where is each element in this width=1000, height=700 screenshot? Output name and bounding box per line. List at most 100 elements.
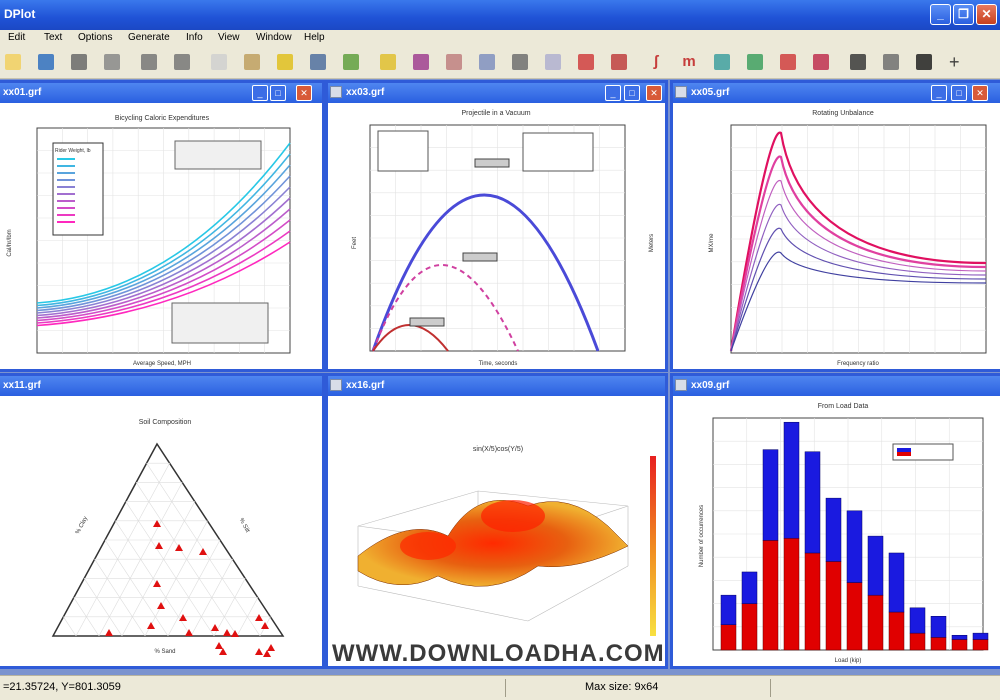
chart-rotating-unbalance: Rotating Unbalance Frequency ratio MX/me	[709, 110, 987, 367]
chart-icon[interactable]	[777, 51, 799, 73]
help-pointer-icon[interactable]	[913, 51, 935, 73]
data-point	[153, 580, 161, 587]
annotation-box	[171, 302, 269, 344]
paste-icon[interactable]	[241, 51, 263, 73]
chart-title: Projectile in a Vacuum	[461, 110, 530, 117]
integral-icon[interactable]: ʃ	[653, 53, 659, 70]
menu-help[interactable]: Help	[304, 32, 325, 43]
chart-cut-icon[interactable]	[810, 51, 832, 73]
window-titlebar[interactable]: xx16.grf	[328, 376, 665, 396]
map-icon[interactable]	[744, 51, 766, 73]
check-edit-icon[interactable]	[340, 51, 362, 73]
bar-segment-red	[930, 637, 947, 651]
series-line	[36, 219, 291, 322]
new-file-icon[interactable]	[2, 51, 24, 73]
info-box	[377, 130, 429, 172]
menu-window[interactable]: Window	[256, 32, 292, 43]
y-axis-label: Number of occurrences	[699, 505, 705, 567]
status-max-size: Max size: 9x64	[585, 681, 659, 693]
window-maximize-button[interactable]: □	[270, 85, 286, 101]
picture-icon[interactable]	[711, 51, 733, 73]
menu-edit[interactable]: Edit	[8, 32, 26, 43]
window-maximize-button[interactable]: □	[951, 85, 967, 101]
pan-icon[interactable]	[880, 51, 902, 73]
undo-icon[interactable]	[138, 51, 160, 73]
menu-generate[interactable]: Generate	[128, 32, 170, 43]
menu-bar: Edit Text Options Generate Info View Win…	[0, 30, 1000, 46]
menu-info[interactable]: Info	[186, 32, 203, 43]
window-close-button[interactable]: ✕	[972, 85, 988, 101]
restore-button[interactable]: ❐	[953, 4, 974, 25]
plot-window-xx01[interactable]: xx01.grf _ □ ✕ Bicycling Caloric Expendi…	[0, 80, 325, 372]
menu-text[interactable]: Text	[44, 32, 63, 43]
legend-title: Rider Weight, lb	[55, 148, 91, 154]
window-title: xx05.grf	[691, 87, 730, 98]
bar-segment-blue	[888, 552, 905, 613]
plot-window-xx05[interactable]: xx05.grf _ □ ✕ Rotating Unbalance Freque…	[670, 80, 1000, 372]
legend-box	[522, 132, 594, 172]
series-line	[36, 230, 291, 324]
plot-window-xx11[interactable]: xx11.grf Soil Composition % Sand % Clay …	[0, 373, 325, 669]
minimize-button[interactable]: _	[930, 4, 951, 25]
m-icon[interactable]: m	[682, 53, 696, 70]
palette-icon[interactable]	[410, 51, 432, 73]
pencil-icon[interactable]	[274, 51, 296, 73]
copy-icon[interactable]	[208, 51, 230, 73]
window-maximize-button[interactable]: □	[624, 85, 640, 101]
x-axis-label: Time, seconds	[479, 361, 518, 367]
data-point	[211, 624, 219, 631]
window-title: xx11.grf	[3, 380, 41, 391]
window-titlebar[interactable]: xx11.grf	[0, 376, 322, 396]
ternary-grid	[63, 462, 271, 637]
data-point	[179, 614, 187, 621]
data-point	[267, 644, 275, 651]
bell-icon[interactable]	[377, 51, 399, 73]
bar-segment-blue	[867, 535, 884, 596]
bar-segment-red	[951, 639, 968, 651]
crosshair-icon[interactable]: +	[949, 52, 960, 72]
window-minimize-button[interactable]: _	[605, 85, 621, 101]
curve-series	[36, 142, 291, 327]
data-point	[223, 629, 231, 636]
table-icon[interactable]	[542, 51, 564, 73]
close-button[interactable]: ✕	[976, 4, 997, 25]
open-folder-icon[interactable]	[35, 51, 57, 73]
line-style-icon[interactable]	[608, 51, 630, 73]
plot-window-xx03[interactable]: xx03.grf _ □ ✕ Projectile in a Vacuum Ti…	[325, 80, 668, 372]
menu-options[interactable]: Options	[78, 32, 113, 43]
data-point	[175, 544, 183, 551]
axis-scale-icon[interactable]	[443, 51, 465, 73]
legend-entries	[57, 158, 75, 223]
window-minimize-button[interactable]: _	[252, 85, 268, 101]
grid-icon[interactable]	[476, 51, 498, 73]
app-title: DPlot	[4, 7, 36, 21]
series-line	[36, 197, 291, 317]
bar-segment-red	[909, 632, 926, 651]
window-close-button[interactable]: ✕	[646, 85, 662, 101]
left-axis-label: % Clay	[75, 516, 89, 536]
status-coordinates: =21.35724, Y=801.3059	[3, 681, 121, 693]
chart-soil-composition: Soil Composition % Sand % Clay % Silt	[51, 419, 285, 657]
window-minimize-button[interactable]: _	[931, 85, 947, 101]
edit-text-icon[interactable]	[307, 51, 329, 73]
chart-title: Rotating Unbalance	[812, 110, 874, 117]
data-point	[199, 548, 207, 555]
menu-view[interactable]: View	[218, 32, 240, 43]
window-close-button[interactable]: ✕	[296, 85, 312, 101]
save-icon[interactable]	[68, 51, 90, 73]
toolbar: ʃ m +	[0, 46, 1000, 79]
plot-window-xx09[interactable]: xx09.grf From Load Data Load (kip) Numbe…	[670, 373, 1000, 669]
plot-window-xx16[interactable]: xx16.grf sin(X/5)cos(Y/5)	[325, 373, 668, 669]
bar-segment-blue	[846, 510, 863, 583]
redo-icon[interactable]	[171, 51, 193, 73]
bar-segment-red	[888, 611, 905, 651]
legend-icon[interactable]	[509, 51, 531, 73]
window-titlebar[interactable]: xx05.grf _ □ ✕	[673, 83, 1000, 103]
bar-color-icon[interactable]	[575, 51, 597, 73]
window-titlebar[interactable]: xx01.grf _ □ ✕	[0, 83, 322, 103]
trajectory-curve	[371, 193, 600, 352]
window-titlebar[interactable]: xx03.grf _ □ ✕	[328, 83, 665, 103]
window-titlebar[interactable]: xx09.grf	[673, 376, 1000, 396]
print-icon[interactable]	[101, 51, 123, 73]
zoom-icon[interactable]	[847, 51, 869, 73]
